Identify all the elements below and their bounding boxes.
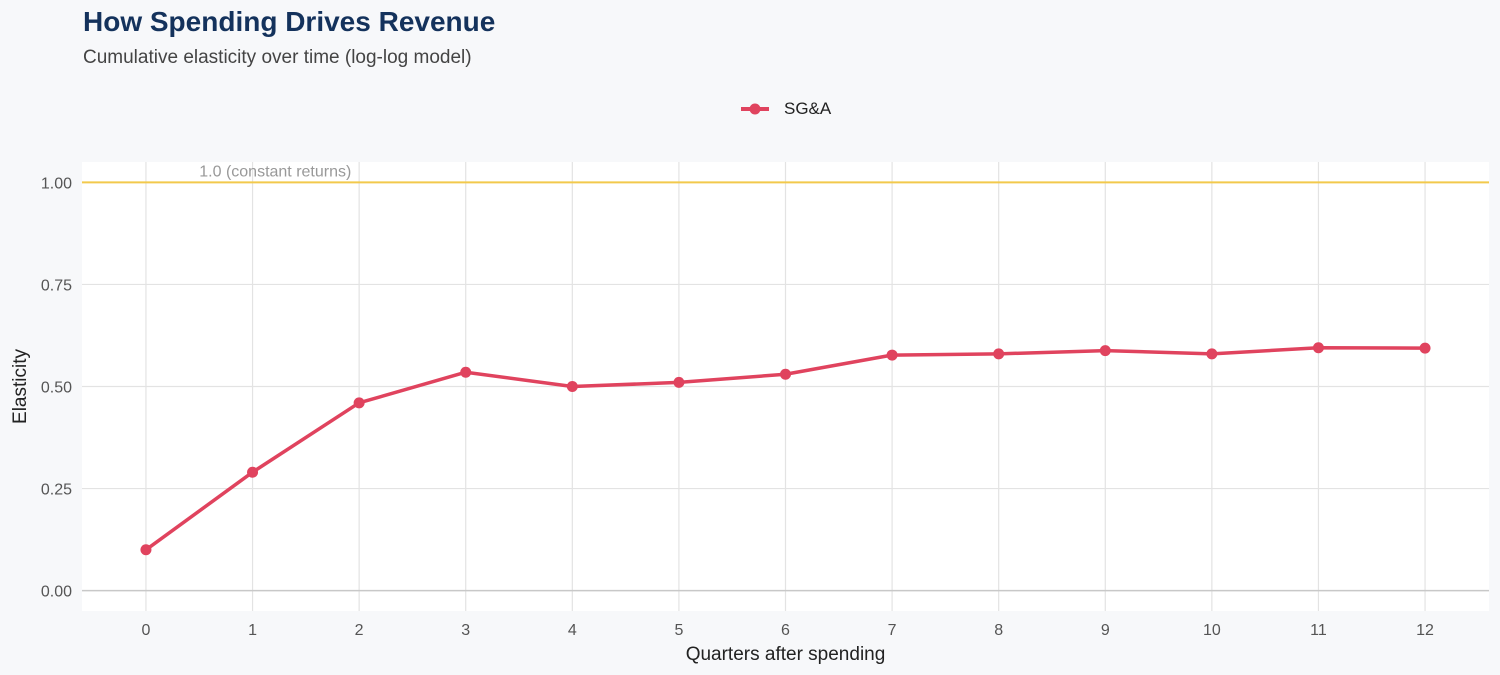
data-point [1419, 342, 1431, 354]
y-axis-title: Elasticity [10, 349, 31, 424]
chart-title: How Spending Drives Revenue [83, 6, 496, 37]
x-tick-label: 4 [568, 622, 577, 639]
data-point [140, 544, 152, 556]
chart-legend: SG&A [740, 99, 831, 119]
data-point [673, 376, 685, 388]
y-tick-label: 0.25 [41, 482, 72, 499]
data-point [1099, 345, 1111, 357]
x-tick-label: 3 [461, 622, 470, 639]
x-axis-title: Quarters after spending [686, 644, 886, 665]
x-tick-label: 5 [674, 622, 683, 639]
y-tick-label: 0.00 [41, 584, 72, 601]
series-sga [140, 342, 1431, 556]
y-tick-label: 0.75 [41, 277, 72, 294]
data-point [993, 348, 1005, 360]
x-tick-label: 12 [1416, 622, 1434, 639]
chart-subtitle: Cumulative elasticity over time (log-log… [83, 47, 472, 68]
x-tick-label: 6 [781, 622, 790, 639]
data-point [1206, 348, 1218, 360]
x-axis-ticks: 0 1 2 3 4 5 6 7 8 9 10 11 12 [142, 622, 1435, 639]
x-tick-label: 7 [888, 622, 897, 639]
data-point [1312, 342, 1324, 354]
legend-swatch-sga [741, 103, 769, 115]
y-tick-label: 0.50 [41, 380, 72, 397]
y-axis-ticks: 0.00 0.25 0.50 0.75 1.00 [41, 175, 72, 600]
y-tick-label: 1.00 [41, 175, 72, 192]
x-tick-label: 2 [355, 622, 364, 639]
data-point [566, 381, 578, 392]
x-tick-label: 1 [248, 622, 257, 639]
data-point [353, 397, 365, 409]
x-tick-label: 10 [1203, 622, 1221, 639]
data-point [460, 366, 472, 378]
data-point [780, 368, 791, 380]
data-point [247, 466, 259, 478]
x-tick-label: 11 [1310, 622, 1327, 639]
legend-label-sga: SG&A [784, 99, 832, 118]
x-tick-label: 9 [1101, 622, 1110, 639]
x-tick-label: 0 [142, 622, 151, 639]
data-point [886, 349, 898, 361]
reference-line-label: 1.0 (constant returns) [199, 163, 351, 180]
x-tick-label: 8 [994, 622, 1003, 639]
